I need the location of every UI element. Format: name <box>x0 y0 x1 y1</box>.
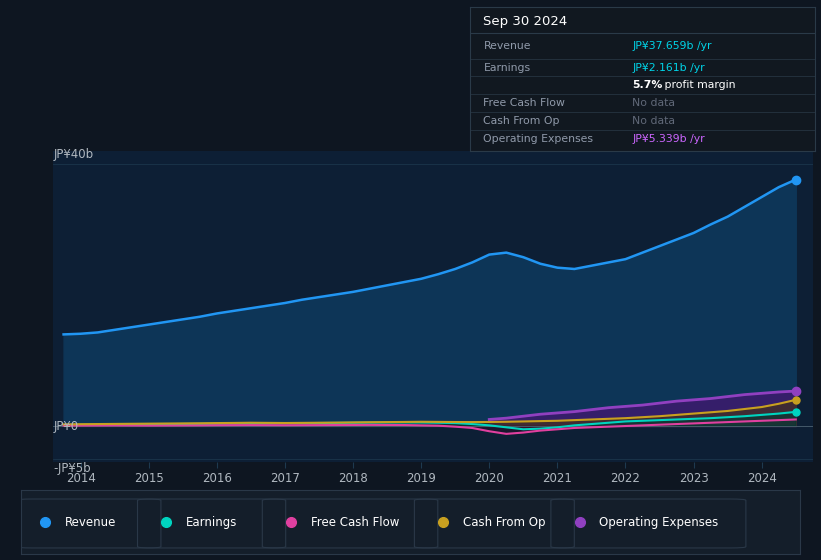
Text: JP¥37.659b /yr: JP¥37.659b /yr <box>632 41 712 52</box>
Text: Operating Expenses: Operating Expenses <box>599 516 718 529</box>
Text: Earnings: Earnings <box>484 63 530 73</box>
Text: JP¥40b: JP¥40b <box>53 148 94 161</box>
Text: Revenue: Revenue <box>65 516 117 529</box>
Text: profit margin: profit margin <box>662 80 736 90</box>
Text: Free Cash Flow: Free Cash Flow <box>310 516 399 529</box>
Text: Sep 30 2024: Sep 30 2024 <box>484 15 567 29</box>
Text: Cash From Op: Cash From Op <box>484 116 560 126</box>
Text: Operating Expenses: Operating Expenses <box>484 134 594 144</box>
Text: Free Cash Flow: Free Cash Flow <box>484 98 566 108</box>
Text: JP¥0: JP¥0 <box>53 419 79 432</box>
Text: 5.7%: 5.7% <box>632 80 663 90</box>
Text: JP¥2.161b /yr: JP¥2.161b /yr <box>632 63 704 73</box>
Text: -JP¥5b: -JP¥5b <box>53 461 91 474</box>
Text: Earnings: Earnings <box>186 516 237 529</box>
Text: Cash From Op: Cash From Op <box>463 516 545 529</box>
Text: JP¥5.339b /yr: JP¥5.339b /yr <box>632 134 704 144</box>
Text: Revenue: Revenue <box>484 41 531 52</box>
Text: No data: No data <box>632 98 675 108</box>
Text: No data: No data <box>632 116 675 126</box>
